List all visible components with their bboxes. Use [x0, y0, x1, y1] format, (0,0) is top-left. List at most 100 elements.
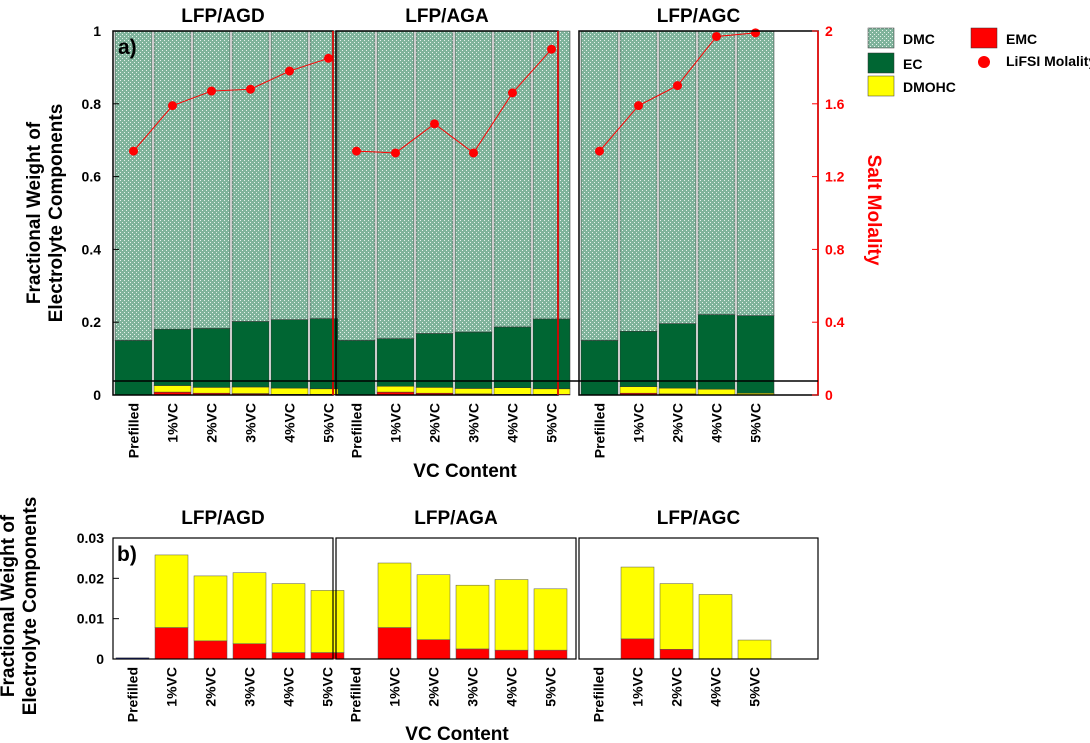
molality-point [207, 86, 216, 96]
bar-segment-dmc [454, 30, 493, 333]
molality-point [391, 148, 400, 158]
y-tick-label: 0.4 [82, 241, 102, 257]
panel-b-1: LFP/AGD Prefilled 1%VC 2%VC 3%VC 4%VC 5%VC [112, 508, 345, 722]
x-tick-label: Prefilled [126, 403, 142, 458]
bar-segment-ec [153, 328, 192, 386]
bar-segment-dmc [580, 30, 619, 341]
bar-segment-dmc [376, 30, 415, 339]
legend-label: DMOHC [903, 79, 956, 95]
bar-segment-dmohc [620, 566, 655, 640]
y-tick-label: 0.8 [82, 96, 102, 112]
y2-tick-label: 1.6 [825, 96, 845, 112]
x-tick-label: Prefilled [125, 667, 141, 722]
panel-b-3: LFP/AGC Prefilled 1%VC 2%VC 4%VC 5%VC [578, 508, 819, 722]
bar-segment-dmohc [532, 388, 571, 395]
x-tick-label: 2%VC [203, 667, 219, 707]
y-tick-label: 0 [96, 651, 104, 667]
legend-label: EMC [1006, 31, 1037, 47]
bar-segment-ec [697, 314, 736, 390]
bar-segment-dmohc [232, 572, 267, 644]
y-axis-label: Fractional Weight of [0, 514, 19, 697]
bar-segment-ec [114, 340, 153, 396]
panel-frame [578, 537, 819, 660]
molality-point [469, 148, 478, 158]
bar-segment-dmohc [455, 584, 490, 650]
panel-title: LFP/AGA [414, 508, 498, 529]
x-tick-label: 4%VC [282, 403, 298, 443]
molality-point [168, 101, 177, 111]
bar-segment-dmc [114, 30, 153, 341]
bar-segment-ec [454, 331, 493, 389]
legend-label: EC [903, 56, 922, 72]
x-tick-label: 4%VC [504, 667, 520, 707]
bar-segment-dmc [736, 30, 775, 316]
x-tick-label: 3%VC [243, 403, 259, 443]
y-axis-label: Electrolyte Components [20, 497, 41, 716]
x-tick-label: 1%VC [630, 667, 646, 707]
y-tick-label: 0.03 [77, 530, 104, 546]
x-tick-label: 1%VC [631, 403, 647, 443]
x-tick-label: 5%VC [748, 403, 764, 443]
bar-segment-emc [533, 649, 568, 660]
bar-segment-dmohc [533, 588, 568, 651]
bar-segment-ec [619, 331, 658, 387]
x-tick-label: 5%VC [321, 403, 337, 443]
bar-segment-ec [376, 338, 415, 387]
x-tick-label: 2%VC [670, 403, 686, 443]
bar-segment-dmc [337, 30, 376, 341]
molality-point [673, 81, 682, 91]
bar-segment-dmohc [377, 562, 412, 628]
bar-segment-dmc [658, 30, 697, 324]
molality-line [356, 48, 552, 154]
molality-point [751, 28, 760, 38]
x-tick-label: 4%VC [709, 403, 725, 443]
molality-point [352, 146, 361, 156]
x-tick-label: 3%VC [465, 667, 481, 707]
bar-segment-emc [193, 640, 228, 660]
x-tick-label: 4%VC [708, 667, 724, 707]
bar-segment-dmohc [231, 386, 270, 394]
y2-axis-label: Salt Molality [863, 155, 884, 266]
x-tick-label: Prefilled [348, 667, 364, 722]
bar-segment-dmohc [271, 583, 306, 653]
x-tick-label: 4%VC [281, 667, 297, 707]
bar-segment-emc [271, 652, 306, 660]
molality-point [634, 101, 643, 111]
panel-a-1: LFP/AGD Prefilled 1%VC 2%VC 3%VC 4%VC 5%VC [112, 6, 348, 458]
panel-a-2: LFP/AGA Prefilled 1%VC 2%VC 3%VC 4%VC 5%VC [335, 6, 571, 458]
bar-segment-ec [532, 318, 571, 390]
bar-segment-dmohc [698, 594, 733, 660]
bar-segment-dmohc [697, 388, 736, 396]
bar-segment-dmohc [619, 386, 658, 394]
bar-segment-dmohc [658, 387, 697, 395]
molality-point [430, 119, 439, 129]
bar-segment-dmc [153, 30, 192, 330]
legend-marker-molality [978, 56, 990, 68]
bar-segment-emc [659, 649, 694, 660]
x-tick-label: 2%VC [204, 403, 220, 443]
y-tick-label: 1 [93, 23, 101, 39]
legend-label: DMC [903, 31, 935, 47]
panel-title: LFP/AGC [657, 508, 741, 529]
bar-segment-dmohc [310, 590, 345, 653]
x-axis-label: VC Content [405, 724, 509, 743]
bar-segment-emc [620, 638, 655, 660]
bar-segment-ec [658, 323, 697, 389]
panel-title: LFP/AGC [657, 6, 741, 27]
x-tick-label: 1%VC [164, 667, 180, 707]
bar-segment-ec [580, 340, 619, 396]
legend-label: LiFSI Molality [1006, 53, 1090, 69]
bar-segment-dmc [493, 30, 532, 328]
y-tick-label: 0 [93, 387, 101, 403]
bar-segment-dmohc [659, 583, 694, 650]
x-tick-label: 1%VC [165, 403, 181, 443]
panel-title: LFP/AGA [405, 6, 489, 27]
y2-tick-label: 1.2 [825, 169, 845, 185]
panel-title: LFP/AGD [181, 6, 264, 27]
legend-swatch-dmc [867, 27, 895, 49]
bar-segment-dmohc [737, 639, 772, 660]
x-tick-label: 5%VC [747, 667, 763, 707]
molality-point [547, 44, 556, 54]
panel-a-3: LFP/AGC Prefilled 1%VC 2%VC 4%VC 5%VC [578, 6, 819, 458]
panel-b-2: LFP/AGA Prefilled 1%VC 2%VC 3%VC 4%VC 5%VC [335, 508, 577, 722]
